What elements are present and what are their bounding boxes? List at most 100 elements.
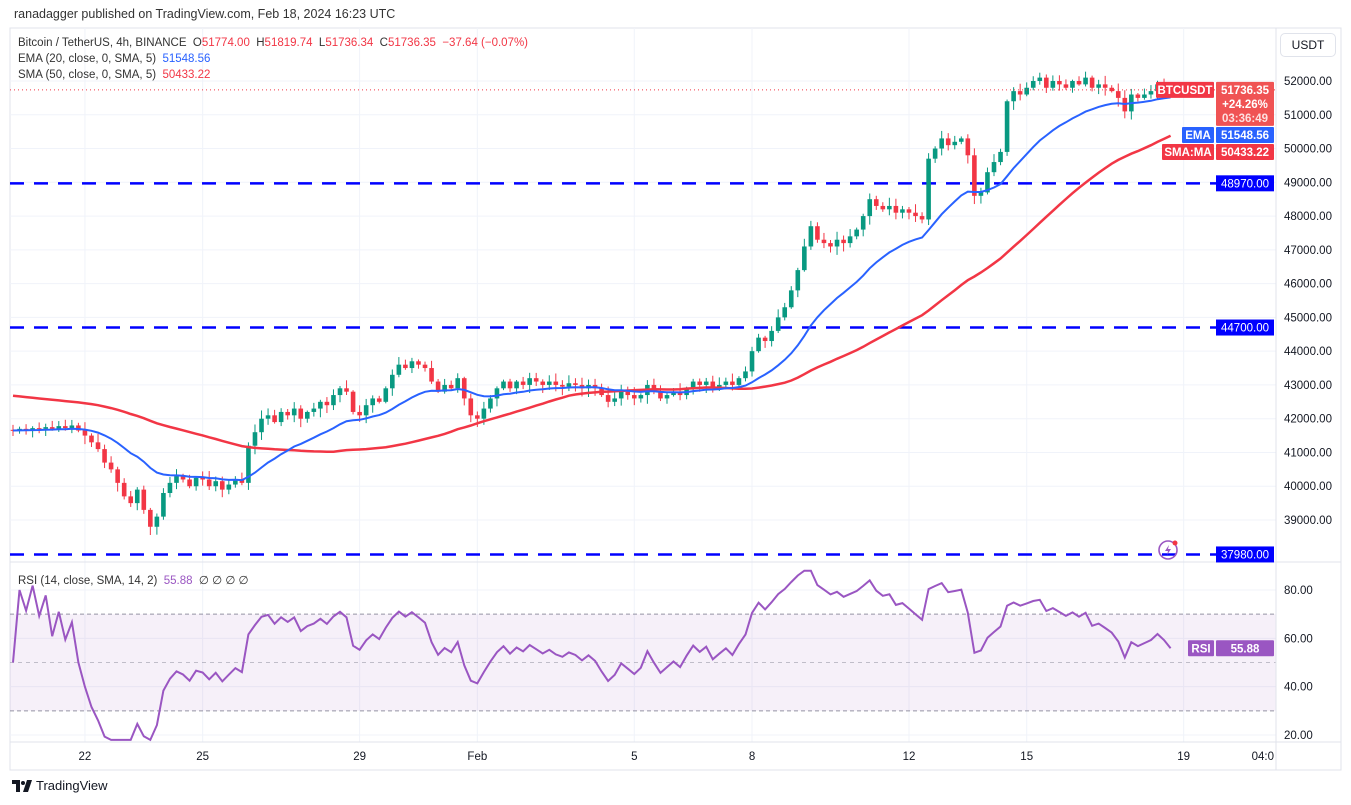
- candle-body: [860, 216, 866, 230]
- candle-body: [95, 442, 101, 450]
- candle-body: [429, 368, 434, 382]
- price-tick: 43000.00: [1284, 380, 1332, 392]
- currency-button[interactable]: USDT: [1280, 33, 1336, 57]
- candle-body: [919, 216, 925, 220]
- candle-body: [743, 371, 748, 379]
- sma-legend[interactable]: SMA (50, close, 0, SMA, 5) 50433.22: [18, 69, 210, 81]
- candle-body: [671, 391, 676, 396]
- candle-body: [89, 435, 94, 443]
- candle-body: [769, 330, 774, 342]
- candle-body: [30, 428, 35, 430]
- candle-body: [239, 479, 245, 483]
- candle-body: [233, 479, 238, 485]
- candle-body: [416, 361, 421, 365]
- symbol-tag: [1156, 81, 1214, 98]
- candle-body: [854, 229, 859, 237]
- axes: 52000.00 51000.00 50000.00 49000.00 48000.00…: [79, 76, 1332, 763]
- candle-body: [49, 427, 55, 429]
- price-tags: 48970.00 44700.00 37980.00 BTCUSDT 51736.35 +…: [1156, 81, 1274, 657]
- candle-body: [134, 489, 140, 504]
- candle-body: [507, 381, 513, 389]
- candle-body: [409, 361, 415, 369]
- moving-averages: [10, 89, 1276, 482]
- candle-body: [546, 381, 552, 385]
- sma-value: 50433.22: [162, 69, 211, 81]
- candle-body: [494, 388, 500, 399]
- candle-body: [370, 398, 375, 406]
- candle-body: [1063, 84, 1069, 88]
- sma-label: SMA (50, close, 0, SMA, 5): [18, 69, 157, 81]
- candle-body: [775, 317, 781, 331]
- candle-body: [520, 381, 526, 385]
- candle-body: [723, 381, 729, 385]
- change-value: −37.64 (−0.07%): [442, 37, 529, 49]
- candle-body: [422, 364, 428, 369]
- sma-tag-label: SMA:MA: [1164, 147, 1211, 159]
- candle-body: [115, 469, 120, 483]
- rsi-tick: 80.00: [1284, 585, 1313, 597]
- candle-body: [148, 509, 153, 527]
- rsi-legend[interactable]: RSI (14, close, SMA, 14, 2) 55.88 ∅ ∅ ∅ …: [18, 573, 249, 587]
- price-tick: 46000.00: [1284, 279, 1332, 291]
- candle-body: [788, 290, 794, 308]
- rsi-tick: 20.00: [1284, 730, 1313, 742]
- price-tick: 40000.00: [1284, 481, 1332, 493]
- high-label: H: [256, 37, 265, 49]
- candle-body: [501, 381, 506, 389]
- candle-body: [573, 383, 578, 385]
- candle-body: [468, 398, 474, 416]
- open-label: O: [192, 37, 202, 49]
- candle-body: [808, 226, 814, 247]
- last-price: 51736.35: [1221, 85, 1270, 97]
- candle-body: [972, 155, 977, 196]
- sma-line: [12, 134, 1172, 453]
- symbol-tag-label: BTCUSDT: [1158, 85, 1213, 97]
- high-value: 51819.74: [264, 37, 313, 49]
- candle-body: [978, 192, 984, 196]
- rsi-tick: 60.00: [1284, 633, 1313, 645]
- ema-price: 51548.56: [1221, 130, 1269, 142]
- candle-body: [527, 378, 532, 385]
- ema-price-tag: [1216, 127, 1274, 143]
- candle-body: [664, 395, 670, 399]
- price-tick: 51000.00: [1284, 110, 1332, 122]
- candle-body: [272, 415, 277, 423]
- symbol-legend[interactable]: Bitcoin / TetherUS, 4h, BINANCE O51774.0…: [18, 37, 528, 49]
- candle-body: [560, 384, 565, 387]
- candle-body: [638, 395, 644, 399]
- candle-body: [959, 138, 964, 142]
- candle-body: [847, 236, 853, 244]
- rsi-extra-values: ∅ ∅ ∅ ∅: [198, 575, 249, 587]
- level-tag: [1216, 546, 1274, 563]
- candle-body: [730, 381, 735, 385]
- candle-body: [1037, 77, 1043, 81]
- candle-body: [939, 138, 944, 149]
- candle-body: [887, 205, 892, 210]
- time-tick: 5: [631, 751, 637, 763]
- time-tick: Feb: [467, 751, 487, 763]
- candle-body: [63, 426, 68, 429]
- candle-body: [815, 226, 820, 240]
- price-tick: 49000.00: [1284, 177, 1332, 189]
- rsi-price: 55.88: [1231, 643, 1260, 655]
- candle-body: [873, 199, 879, 206]
- ema-legend[interactable]: EMA (20, close, 0, SMA, 5) 51548.56: [18, 53, 210, 65]
- time-tick: 25: [196, 751, 209, 763]
- ema-label: EMA (20, close, 0, SMA, 5): [18, 53, 157, 65]
- time-tick: 04:0: [1252, 751, 1274, 763]
- candle-body: [893, 205, 899, 213]
- rsi-series: [12, 569, 1172, 742]
- tradingview-logo[interactable]: TradingView: [12, 778, 108, 793]
- candle-body: [174, 476, 179, 483]
- candle-body: [913, 212, 918, 217]
- candle-body: [514, 381, 519, 389]
- sma-tag: [1162, 144, 1214, 160]
- candle-body: [187, 479, 192, 487]
- candle-body: [403, 364, 408, 369]
- candle-body: [900, 209, 905, 213]
- publisher-caption: ranadagger published on TradingView.com,…: [14, 7, 396, 21]
- candle-body: [102, 449, 107, 463]
- alert-icon[interactable]: [1158, 540, 1178, 560]
- time-tick: 15: [1020, 751, 1033, 763]
